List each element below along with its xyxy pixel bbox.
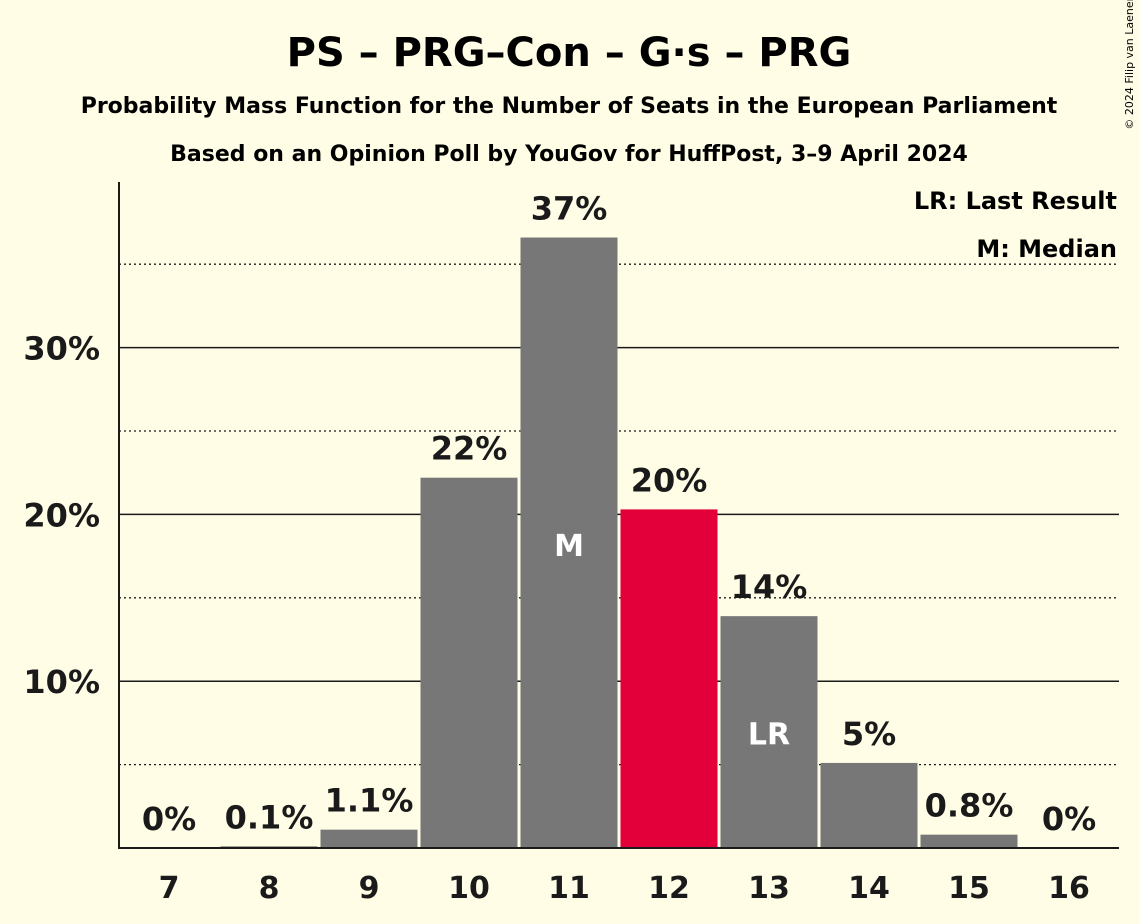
x-tick-label: 8 bbox=[259, 871, 280, 906]
bar-value-label: 5% bbox=[842, 715, 896, 753]
chart-title: PS – PRG–Con – G·s – PRG bbox=[287, 30, 852, 76]
bar bbox=[820, 762, 918, 848]
bar-value-label: 0% bbox=[1042, 800, 1096, 838]
x-tick-label: 13 bbox=[748, 871, 790, 906]
legend-median: M: Median bbox=[976, 235, 1117, 263]
bar bbox=[420, 477, 518, 848]
x-tick-label: 16 bbox=[1048, 871, 1090, 906]
chart-subtitle-source: Based on an Opinion Poll by YouGov for H… bbox=[170, 142, 968, 167]
chart-subtitle: Probability Mass Function for the Number… bbox=[81, 94, 1058, 119]
bars bbox=[220, 237, 1018, 849]
y-tick-label: 20% bbox=[23, 496, 100, 534]
x-axis: 7 8 9 10 11 12 13 14 15 16 bbox=[119, 847, 1119, 906]
bar-value-label: 14% bbox=[731, 568, 808, 606]
x-tick-label: 15 bbox=[948, 871, 990, 906]
bar-labels: 0% 0.1% 1.1% 22% 37% M 20% 14% LR 5% 0.8% 0% bbox=[142, 190, 1096, 838]
bar-value-label: 20% bbox=[631, 461, 708, 499]
copyright-notice: © 2024 Filip van Laenen bbox=[1123, 0, 1136, 130]
bar bbox=[720, 616, 818, 848]
bar-value-label: 22% bbox=[431, 430, 508, 468]
x-tick-label: 14 bbox=[848, 871, 890, 906]
x-tick-label: 9 bbox=[359, 871, 380, 906]
y-tick-label: 30% bbox=[23, 330, 100, 368]
bar bbox=[620, 509, 718, 848]
x-tick-label: 11 bbox=[548, 871, 590, 906]
gridlines bbox=[119, 263, 1119, 766]
legend-last-result: LR: Last Result bbox=[914, 187, 1117, 215]
last-result-marker: LR bbox=[748, 718, 790, 753]
bar-value-label: 0.8% bbox=[925, 787, 1014, 825]
y-tick-label: 10% bbox=[23, 663, 100, 701]
bar bbox=[920, 834, 1018, 848]
x-tick-label: 12 bbox=[648, 871, 690, 906]
x-tick-label: 7 bbox=[159, 871, 180, 906]
bar bbox=[320, 829, 418, 848]
bar-value-label: 0% bbox=[142, 800, 196, 838]
bar bbox=[520, 237, 618, 849]
median-marker: M bbox=[554, 529, 584, 564]
y-axis: 10% 20% 30% bbox=[23, 182, 120, 849]
bar-value-label: 37% bbox=[531, 190, 608, 228]
bar-value-label: 0.1% bbox=[225, 798, 314, 836]
x-tick-label: 10 bbox=[448, 871, 490, 906]
bar-value-label: 1.1% bbox=[325, 782, 414, 820]
